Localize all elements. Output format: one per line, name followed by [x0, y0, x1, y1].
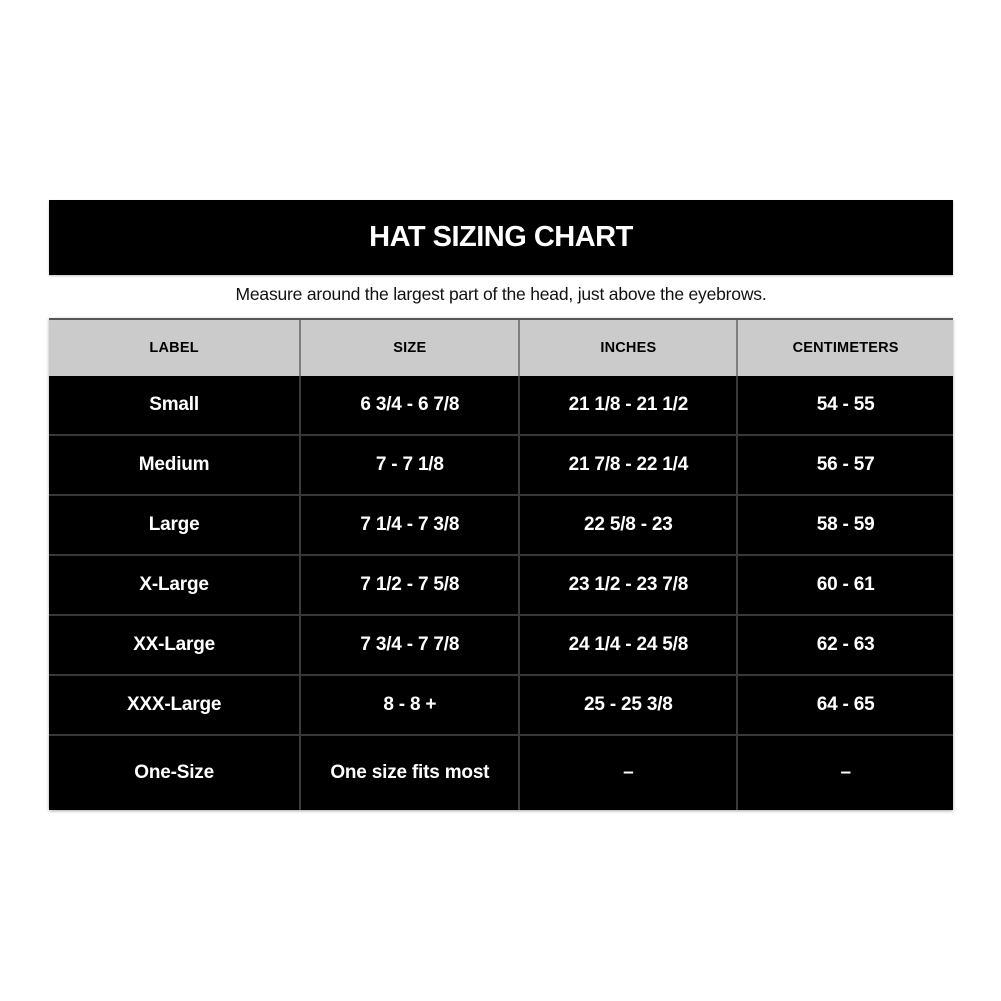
- table-cell: X-Large: [49, 556, 302, 614]
- table-row-large: Large 7 1/4 - 7 3/8 22 5/8 - 23 58 - 59: [49, 494, 953, 554]
- table-row-xxx-large: XXX-Large 8 - 8 + 25 - 25 3/8 64 - 65: [49, 674, 953, 734]
- table-cell: 6 3/4 - 6 7/8: [301, 376, 521, 434]
- title-banner: HAT SIZING CHART: [49, 200, 953, 275]
- table-cell: Large: [49, 496, 302, 554]
- table-cell: 8 - 8 +: [301, 676, 521, 734]
- measure-instructions: Measure around the largest part of the h…: [235, 284, 767, 304]
- header-inches: INCHES: [520, 320, 739, 376]
- header-label: LABEL: [49, 320, 302, 376]
- table-cell: 22 5/8 - 23: [520, 496, 739, 554]
- table-cell: 24 1/4 - 24 5/8: [520, 616, 739, 674]
- table-cell: 21 1/8 - 21 1/2: [520, 376, 739, 434]
- table-cell: Small: [49, 376, 302, 434]
- table-cell: –: [840, 762, 851, 783]
- table-row-small: Small 6 3/4 - 6 7/8 21 1/8 - 21 1/2 54 -…: [49, 376, 953, 434]
- table-cell: 60 - 61: [816, 574, 875, 595]
- table-cell: 25 - 25 3/8: [520, 676, 739, 734]
- table-cell: –: [520, 736, 739, 810]
- table-cell: 56 - 57: [816, 454, 875, 475]
- table-row-x-large: X-Large 7 1/2 - 7 5/8 23 1/2 - 23 7/8 60…: [49, 554, 953, 614]
- table-cell: Medium: [49, 436, 302, 494]
- table-cell: 21 7/8 - 22 1/4: [520, 436, 739, 494]
- table-cell: One size fits most: [301, 736, 521, 810]
- page-title: HAT SIZING CHART: [369, 221, 633, 253]
- header-size: SIZE: [301, 320, 521, 376]
- table-cell: 7 1/4 - 7 3/8: [301, 496, 521, 554]
- hat-sizing-table: LABEL SIZE INCHES CENTIMETERS Small 6 3/…: [49, 318, 953, 810]
- table-header-row: LABEL SIZE INCHES CENTIMETERS: [49, 318, 953, 376]
- table-cell: XX-Large: [49, 616, 302, 674]
- header-centimeters: CENTIMETERS: [792, 340, 899, 356]
- table-cell: XXX-Large: [49, 676, 302, 734]
- sizing-chart-container: HAT SIZING CHART Measure around the larg…: [49, 200, 953, 810]
- table-cell: One-Size: [49, 736, 302, 810]
- table-row-one-size: One-Size One size fits most – –: [49, 734, 953, 810]
- table-row-xx-large: XX-Large 7 3/4 - 7 7/8 24 1/4 - 24 5/8 6…: [49, 614, 953, 674]
- table-cell: 54 - 55: [816, 394, 875, 415]
- table-cell: 7 3/4 - 7 7/8: [301, 616, 521, 674]
- table-cell: 64 - 65: [816, 694, 875, 715]
- table-cell: 23 1/2 - 23 7/8: [520, 556, 739, 614]
- table-cell: 62 - 63: [816, 634, 875, 655]
- table-cell: 58 - 59: [816, 514, 875, 535]
- table-cell: 7 - 7 1/8: [301, 436, 521, 494]
- table-row-medium: Medium 7 - 7 1/8 21 7/8 - 22 1/4 56 - 57: [49, 434, 953, 494]
- table-cell: 7 1/2 - 7 5/8: [301, 556, 521, 614]
